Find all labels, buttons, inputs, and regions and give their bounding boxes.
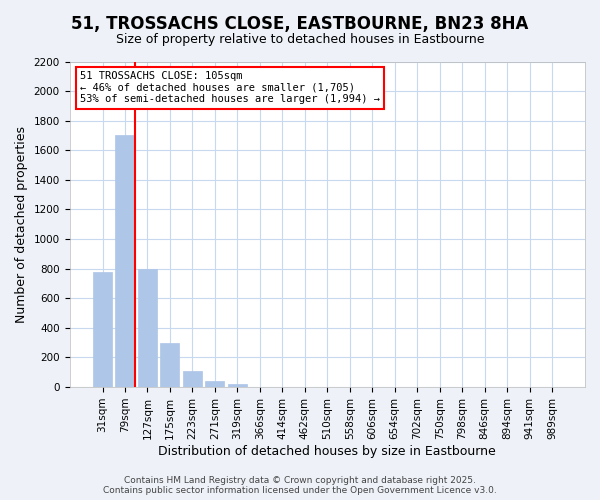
Text: Contains HM Land Registry data © Crown copyright and database right 2025.
Contai: Contains HM Land Registry data © Crown c…: [103, 476, 497, 495]
Y-axis label: Number of detached properties: Number of detached properties: [15, 126, 28, 323]
Bar: [93, 272, 112, 387]
Bar: [228, 384, 247, 387]
Bar: [183, 371, 202, 387]
Bar: [160, 342, 179, 387]
Text: 51, TROSSACHS CLOSE, EASTBOURNE, BN23 8HA: 51, TROSSACHS CLOSE, EASTBOURNE, BN23 8H…: [71, 15, 529, 33]
Bar: [205, 381, 224, 387]
Text: 51 TROSSACHS CLOSE: 105sqm
← 46% of detached houses are smaller (1,705)
53% of s: 51 TROSSACHS CLOSE: 105sqm ← 46% of deta…: [80, 72, 380, 104]
Bar: [138, 268, 157, 387]
Text: Size of property relative to detached houses in Eastbourne: Size of property relative to detached ho…: [116, 32, 484, 46]
X-axis label: Distribution of detached houses by size in Eastbourne: Distribution of detached houses by size …: [158, 444, 496, 458]
Bar: [115, 136, 134, 387]
